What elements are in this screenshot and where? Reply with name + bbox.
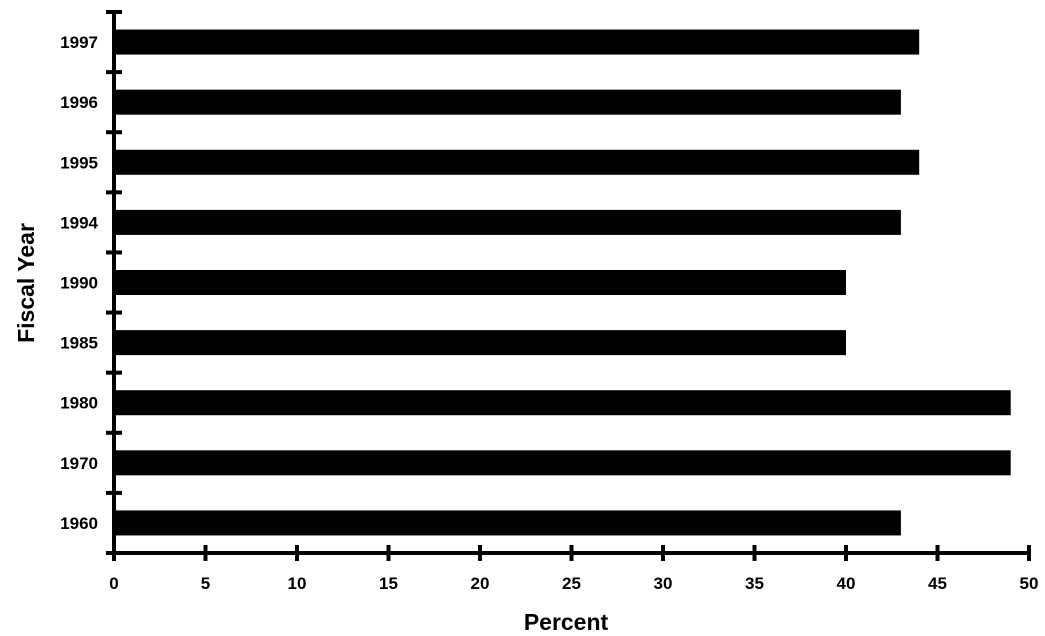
x-axis-title: Percent [524,609,609,635]
bar-1970 [114,450,1011,476]
bar-1995 [114,149,920,175]
bar-1994 [114,209,901,235]
x-tick-label-25: 25 [562,574,581,593]
y-tick-label-1994: 1994 [60,213,98,232]
y-tick-label-1980: 1980 [60,394,98,413]
x-tick-label-50: 50 [1020,574,1039,593]
x-tick-label-15: 15 [379,574,398,593]
bar-1985 [114,330,846,356]
bar-1980 [114,390,1011,416]
x-tick-label-20: 20 [471,574,490,593]
x-tick-label-40: 40 [837,574,856,593]
y-tick-label-1985: 1985 [60,334,98,353]
bar-1997 [114,29,920,55]
x-tick-label-45: 45 [928,574,947,593]
y-tick-label-1970: 1970 [60,454,98,473]
x-tick-label-0: 0 [109,574,118,593]
x-ticks-group [112,545,1031,561]
y-tick-labels: 1997 1996 1995 1994 1990 1985 1980 1970 1960 [60,33,98,533]
y-tick-label-1997: 1997 [60,33,98,52]
y-tick-label-1960: 1960 [60,514,98,533]
y-tick-label-1990: 1990 [60,274,98,293]
x-tick-label-30: 30 [654,574,673,593]
x-tick-label-10: 10 [288,574,307,593]
bars-group [114,29,1011,536]
y-tick-label-1996: 1996 [60,93,98,112]
y-axis-title: Fiscal Year [13,223,39,343]
y-ticks-group [106,10,122,555]
x-tick-labels: 0 5 10 15 20 25 30 35 40 45 50 [109,574,1038,593]
y-tick-label-1995: 1995 [60,153,98,172]
bar-1996 [114,89,901,115]
x-tick-label-5: 5 [201,574,210,593]
x-tick-label-35: 35 [745,574,764,593]
bar-1960 [114,510,901,536]
bar-1990 [114,270,846,295]
